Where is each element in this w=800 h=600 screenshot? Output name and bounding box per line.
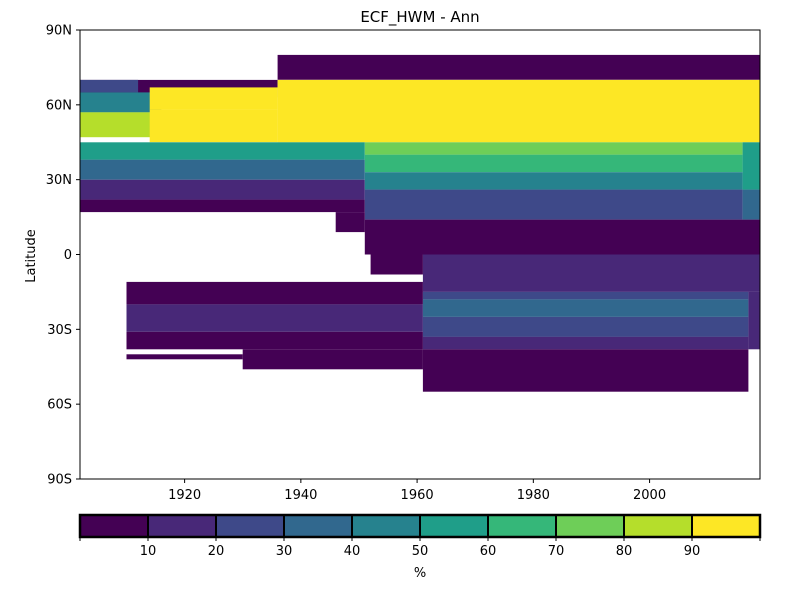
- heatmap-cell-25: [422, 291, 749, 300]
- heatmap-cell-23: [126, 304, 423, 332]
- colorbar-segment-4: [351, 514, 421, 538]
- colorbar-tick-label-30: 30: [276, 544, 293, 559]
- colorbar-segment-8: [623, 514, 693, 538]
- x-tick-label-2000: 2000: [633, 488, 666, 503]
- heatmap-cell-29: [748, 291, 760, 350]
- heatmap-cell-6: [277, 79, 760, 143]
- heatmap-cell-17: [742, 189, 760, 220]
- colorbar-label: %: [414, 566, 426, 581]
- heatmap-cell-2: [80, 79, 139, 93]
- y-axis: 90N 60N 30N 0 30S 60S 90S: [46, 24, 80, 488]
- heatmap-cell-9: [80, 159, 365, 180]
- heatmap-cell-30: [242, 349, 423, 370]
- colorbar-tick-label-80: 80: [616, 544, 633, 559]
- colorbar-tick-label-90: 90: [684, 544, 701, 559]
- heatmap-cell-31: [422, 349, 749, 392]
- heatmap-cell-28: [422, 336, 749, 350]
- heatmap-cell-11: [80, 199, 365, 213]
- heatmap-cell-22: [126, 281, 423, 305]
- colorbar-tick-label-60: 60: [480, 544, 497, 559]
- y-tick-label-60S: 60S: [47, 398, 72, 413]
- heatmap-cells: [80, 54, 760, 392]
- x-tick-label-1980: 1980: [517, 488, 550, 503]
- heatmap-cell-15: [364, 189, 743, 220]
- x-tick-label-1960: 1960: [401, 488, 434, 503]
- heatmap-cell-27: [422, 316, 749, 337]
- heatmap-cell-18: [335, 212, 365, 233]
- heatmap-cell-24: [126, 331, 423, 350]
- heatmap-cell-20: [422, 254, 760, 292]
- heatmap-cell-7: [149, 109, 278, 143]
- colorbar-segment-7: [555, 514, 625, 538]
- heatmap-cell-4: [80, 112, 162, 138]
- y-tick-label-90S: 90S: [47, 473, 72, 488]
- heatmap-cell-32: [126, 354, 243, 360]
- heatmap-cell-26: [422, 299, 749, 317]
- heatmap-cell-3: [80, 92, 162, 113]
- y-tick-label-60N: 60N: [46, 98, 72, 113]
- y-tick-label-0: 0: [64, 248, 72, 263]
- colorbar-tick-label-40: 40: [344, 544, 361, 559]
- chart-title: ECF_HWM - Ann: [360, 8, 479, 27]
- y-axis-label: Latitude: [24, 229, 39, 283]
- heatmap-cell-13: [364, 154, 743, 173]
- heatmap-cell-19: [364, 219, 760, 255]
- colorbar-tick-label-70: 70: [548, 544, 565, 559]
- colorbar-tick-label-10: 10: [140, 544, 157, 559]
- colorbar-segment-5: [419, 514, 489, 538]
- heatmap-cell-16: [742, 142, 760, 190]
- heatmap-cell-12: [364, 142, 743, 155]
- colorbar-tick-label-20: 20: [208, 544, 225, 559]
- x-tick-label-1920: 1920: [168, 488, 201, 503]
- heatmap-cell-5: [149, 87, 278, 110]
- colorbar-segment-3: [283, 514, 353, 538]
- colorbar-segment-9: [691, 514, 761, 538]
- heatmap-cell-8: [80, 142, 365, 160]
- heatmap-cell-1: [277, 54, 760, 80]
- heatmap-cell-10: [80, 179, 365, 200]
- colorbar-segment-2: [215, 514, 285, 538]
- colorbar-segment-6: [487, 514, 557, 538]
- y-tick-label-30N: 30N: [46, 173, 72, 188]
- heatmap-cell-14: [364, 172, 743, 190]
- y-tick-label-30S: 30S: [47, 323, 72, 338]
- colorbar-tick-label-50: 50: [412, 544, 429, 559]
- colorbar-segment-1: [147, 514, 217, 538]
- colorbar-segment-0: [79, 514, 149, 538]
- x-tick-label-1940: 1940: [284, 488, 317, 503]
- colorbar: 10 20 30 40 50 60 70 80 90: [78, 513, 762, 559]
- y-tick-label-90N: 90N: [46, 24, 72, 39]
- x-axis: 1920 1940 1960 1980 2000: [168, 479, 666, 503]
- heatmap-cell-21: [370, 254, 423, 275]
